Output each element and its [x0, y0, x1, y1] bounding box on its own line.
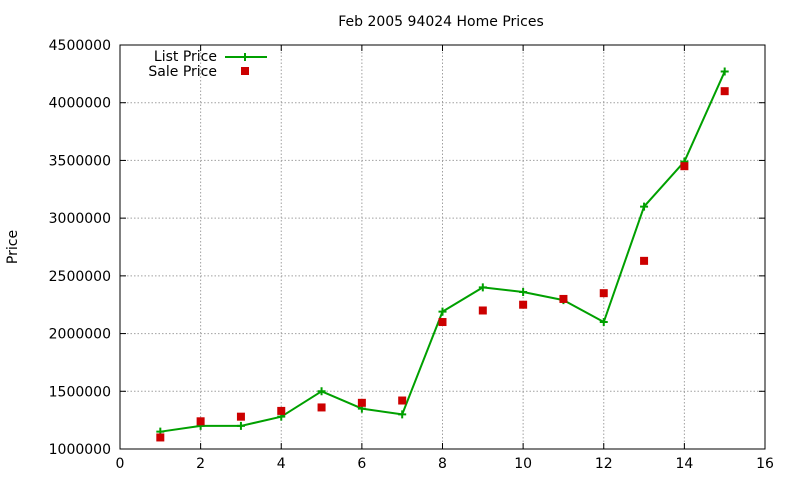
x-tick-label: 6 — [357, 456, 366, 472]
point-list-price — [236, 421, 245, 430]
point-sale-price — [398, 396, 407, 405]
legend: List Price Sale Price — [148, 49, 267, 80]
point-sale-price — [438, 318, 447, 327]
x-tick-label: 14 — [675, 456, 693, 472]
y-axis: 1000000 1500000 2000000 2500000 3000000 35000… — [49, 38, 765, 458]
point-sale-price — [277, 406, 286, 415]
point-list-price — [398, 410, 407, 419]
point-sale-price — [236, 412, 245, 421]
y-tick-label: 4500000 — [49, 38, 111, 54]
point-sale-price — [720, 87, 729, 96]
y-tick-label: 3000000 — [49, 211, 111, 227]
x-tick-label: 10 — [514, 456, 532, 472]
point-list-price — [438, 307, 447, 316]
y-tick-label: 2500000 — [49, 269, 111, 285]
chart-title: Feb 2005 94024 Home Prices — [338, 14, 544, 30]
y-tick-label: 1000000 — [49, 442, 111, 458]
y-tick-label: 2000000 — [49, 327, 111, 343]
y-tick-label: 1500000 — [49, 384, 111, 400]
x-tick-label: 8 — [438, 456, 447, 472]
point-sale-price — [317, 403, 326, 412]
legend-marker-list-price — [241, 53, 249, 61]
point-sale-price — [519, 300, 528, 309]
point-sale-price — [680, 162, 689, 171]
series-points — [156, 67, 729, 442]
point-list-price — [640, 202, 649, 211]
point-sale-price — [599, 289, 608, 298]
point-sale-price — [478, 306, 487, 315]
point-list-price — [478, 283, 487, 292]
point-list-price — [720, 67, 729, 76]
y-tick-label: 3500000 — [49, 153, 111, 169]
point-list-price — [317, 387, 326, 396]
point-sale-price — [357, 398, 366, 407]
y-axis-label: Price — [5, 230, 21, 264]
x-axis: 0 2 4 6 8 10 12 14 16 — [116, 45, 774, 472]
legend-label-sale-price: Sale Price — [148, 64, 217, 80]
legend-label-list-price: List Price — [154, 49, 217, 65]
x-tick-label: 4 — [277, 456, 286, 472]
x-tick-label: 12 — [595, 456, 613, 472]
grid-lines — [120, 45, 765, 449]
point-sale-price — [559, 294, 568, 303]
x-tick-label: 2 — [196, 456, 205, 472]
point-list-price — [519, 288, 528, 297]
point-sale-price — [196, 417, 205, 426]
y-tick-label: 4000000 — [49, 96, 111, 112]
point-sale-price — [640, 256, 649, 265]
point-sale-price — [156, 433, 165, 442]
point-list-price — [599, 318, 608, 327]
x-tick-label: 0 — [116, 456, 125, 472]
legend-marker-sale-price — [241, 67, 249, 75]
x-tick-label: 16 — [756, 456, 774, 472]
